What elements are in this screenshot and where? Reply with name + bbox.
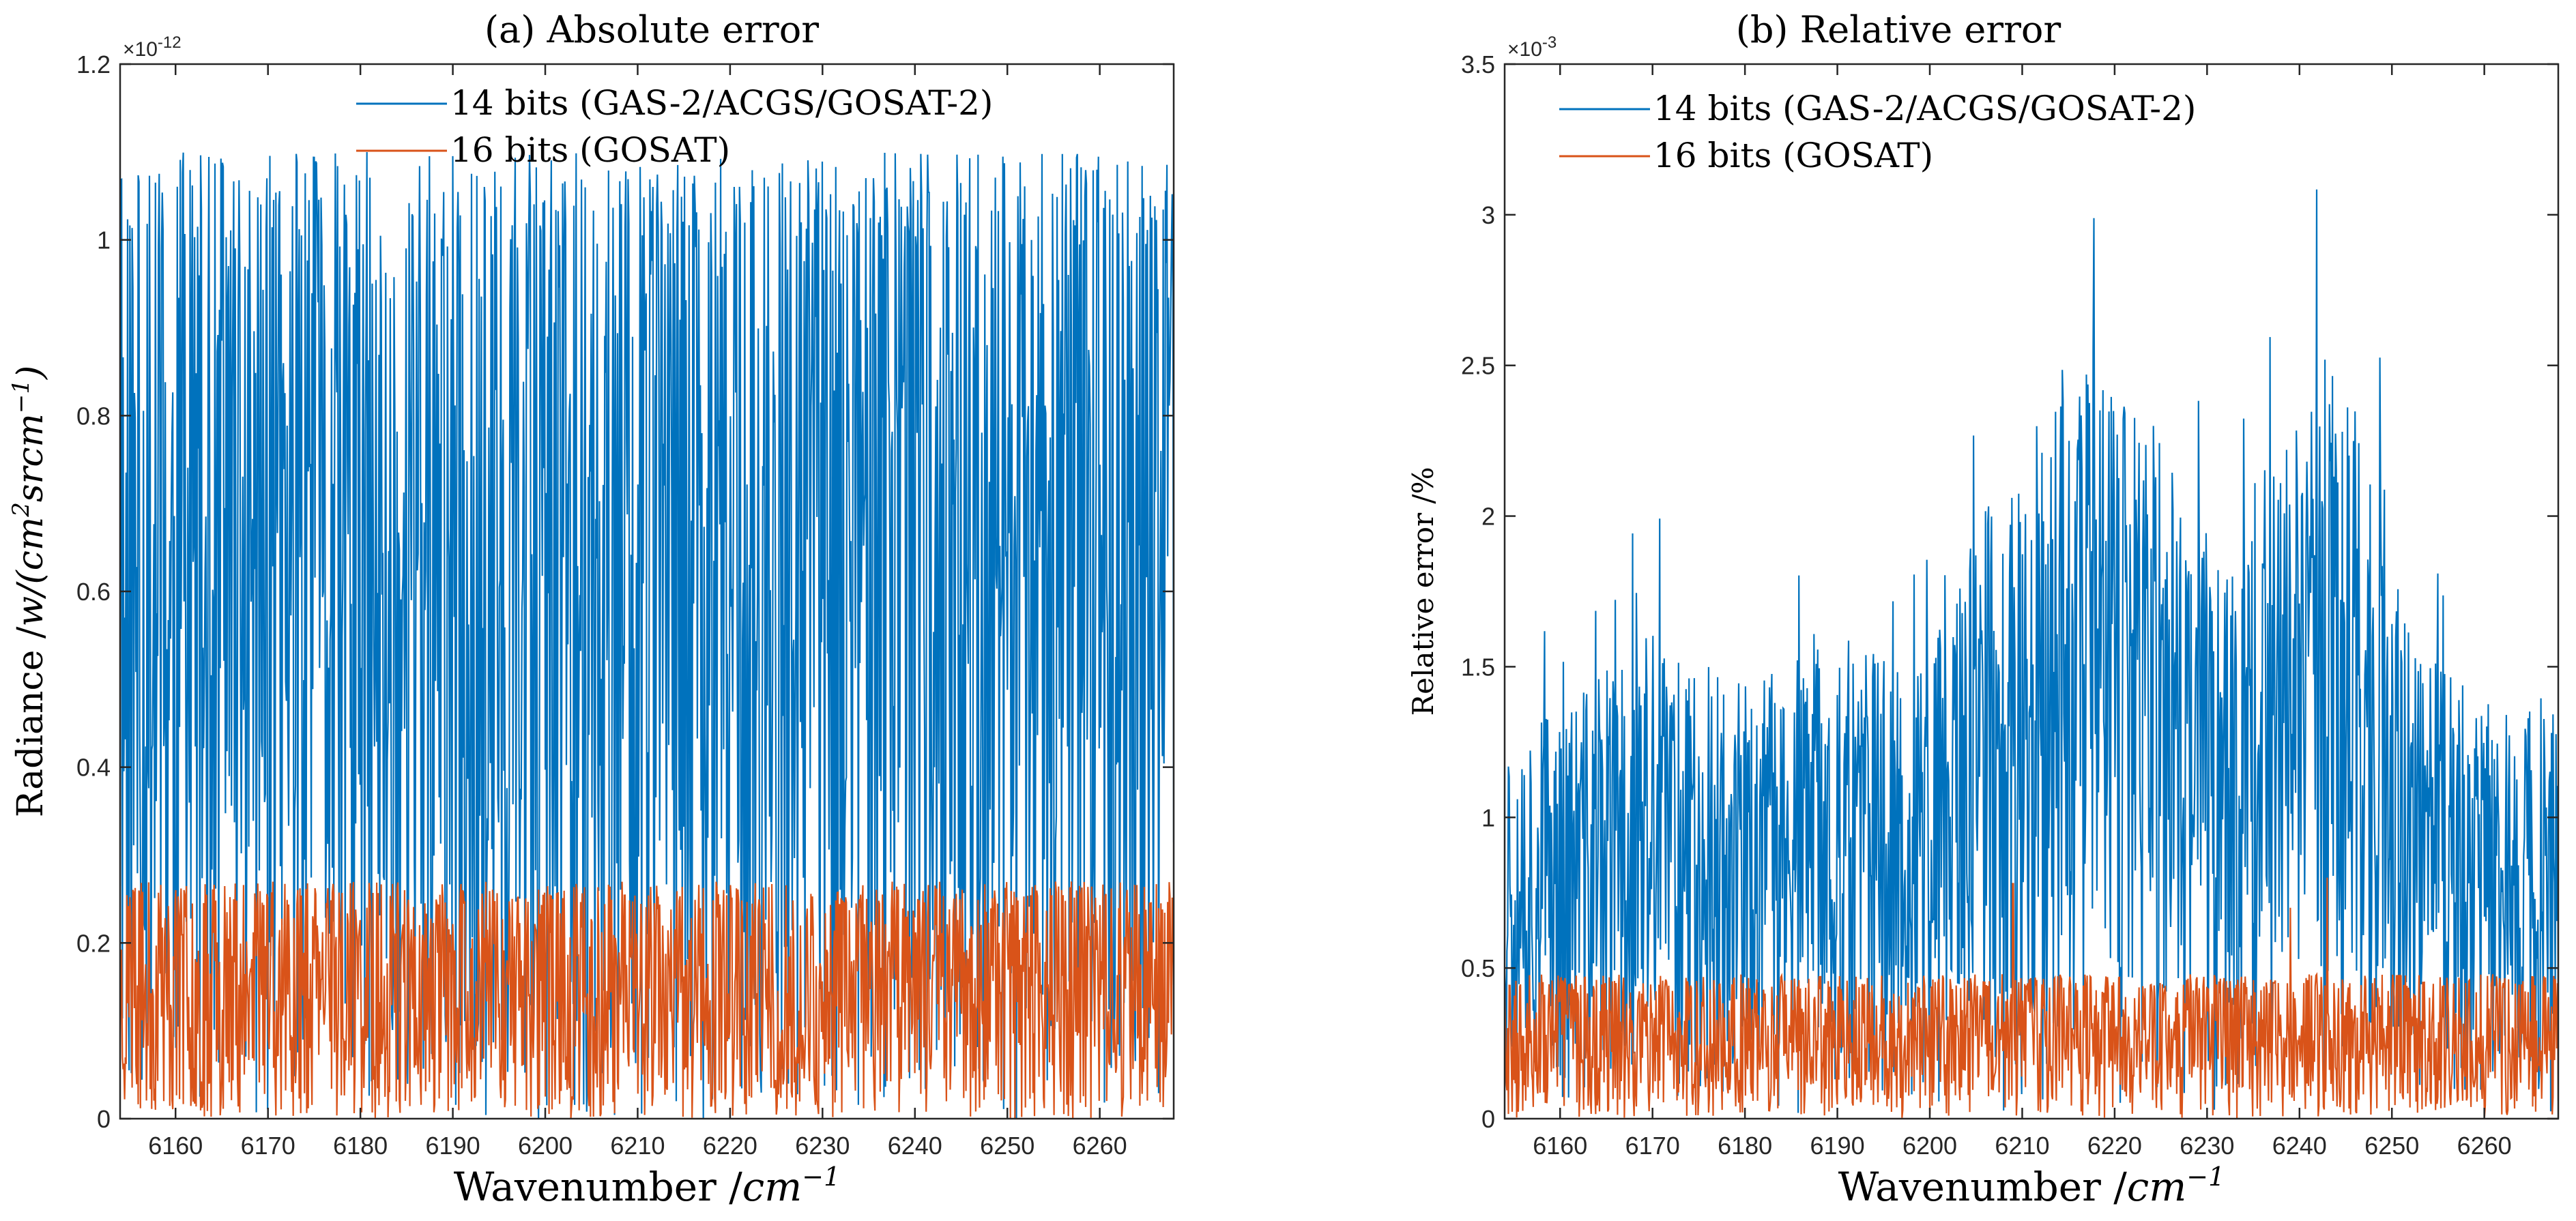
x-tick-label: 6180 — [1718, 1132, 1772, 1160]
panel-b-series-16bits-line — [1505, 877, 2558, 1119]
x-tick-label: 6230 — [795, 1132, 850, 1160]
x-tick-label: 6160 — [1533, 1132, 1587, 1160]
panel-b-y-label: Relative error /% — [1406, 467, 1440, 716]
x-tick-label: 6220 — [2087, 1132, 2142, 1160]
panel-a-legend: 14 bits (GAS-2/ACGS/GOSAT-2) 16 bits (GO… — [356, 83, 993, 170]
y-tick-label: 0.4 — [76, 754, 111, 782]
y-tick-label: 3.5 — [1461, 50, 1495, 78]
panel-b-legend: 14 bits (GAS-2/ACGS/GOSAT-2) 16 bits (GO… — [1559, 89, 2196, 175]
y-tick-label: 0 — [97, 1105, 111, 1133]
panel-b-title: (b) Relative error — [1736, 8, 2061, 51]
panel-a-x-label: Wavenumber /cm−1 — [454, 1162, 841, 1210]
x-tick-label: 6210 — [1995, 1132, 2049, 1160]
panel-a-title: (a) Absolute error — [484, 8, 819, 51]
panel-b-series-14bits-line — [1505, 189, 2558, 1113]
x-tick-label: 6240 — [888, 1132, 942, 1160]
y-tick-label: 0 — [1481, 1105, 1495, 1133]
x-tick-label: 6240 — [2272, 1132, 2327, 1160]
x-tick-label: 6160 — [148, 1132, 203, 1160]
x-tick-label: 6190 — [426, 1132, 480, 1160]
y-tick-label: 2.5 — [1461, 352, 1495, 380]
panel-a-legend-label-16bits: 16 bits (GOSAT) — [450, 130, 730, 170]
y-tick-label: 0.5 — [1461, 954, 1495, 982]
x-tick-label: 6200 — [518, 1132, 573, 1160]
panel-a-series-16bits-line — [120, 881, 1174, 1119]
y-tick-label: 1.5 — [1461, 653, 1495, 681]
panel-a-y-ticks: 0 0.2 0.4 0.6 0.8 1 1.2 — [76, 50, 1174, 1133]
panel-a-y-exponent: ×10-12 — [123, 33, 182, 61]
x-tick-label: 6190 — [1810, 1132, 1865, 1160]
x-tick-label: 6170 — [241, 1132, 295, 1160]
x-tick-label: 6170 — [1625, 1132, 1680, 1160]
panel-b: (b) Relative error 6160 6170 6180 6190 6200 6… — [1406, 8, 2560, 1210]
y-tick-label: 1.2 — [76, 50, 111, 78]
panel-b-axes-box — [1503, 63, 2560, 1120]
panel-b-legend-label-14bits: 14 bits (GAS-2/ACGS/GOSAT-2) — [1653, 89, 2196, 128]
x-tick-label: 6230 — [2180, 1132, 2234, 1160]
y-tick-label: 2 — [1481, 503, 1495, 531]
panel-a-x-ticks: 6160 6170 6180 6190 6200 6210 6220 6230 6240 6250… — [148, 64, 1127, 1160]
x-tick-label: 6220 — [703, 1132, 757, 1160]
panel-a-legend-label-14bits: 14 bits (GAS-2/ACGS/GOSAT-2) — [450, 83, 993, 123]
panel-a-y-label: Radiance /w/(cm2srcm−1) — [8, 366, 51, 818]
panel-b-y-ticks: 0 0.5 1 1.5 2 2.5 3 3.5 — [1461, 50, 2558, 1133]
y-tick-label: 1 — [1481, 804, 1495, 832]
panel-a: (a) Absolute error 6160 6170 6180 6190 6200 6… — [8, 8, 1175, 1210]
x-tick-label: 6200 — [1902, 1132, 1957, 1160]
x-tick-label: 6260 — [1073, 1132, 1127, 1160]
x-tick-label: 6180 — [333, 1132, 388, 1160]
y-tick-label: 3 — [1481, 201, 1495, 229]
y-tick-label: 0.2 — [76, 929, 111, 957]
panel-b-y-exponent: ×10-3 — [1507, 33, 1557, 61]
x-tick-label: 6260 — [2457, 1132, 2512, 1160]
y-tick-label: 0.6 — [76, 578, 111, 606]
x-tick-label: 6250 — [980, 1132, 1034, 1160]
panel-b-legend-label-16bits: 16 bits (GOSAT) — [1653, 136, 1933, 175]
x-tick-label: 6250 — [2364, 1132, 2419, 1160]
y-tick-label: 1 — [97, 226, 111, 254]
y-tick-label: 0.8 — [76, 402, 111, 430]
panel-b-x-label: Wavenumber /cm−1 — [1838, 1162, 2225, 1210]
x-tick-label: 6210 — [610, 1132, 665, 1160]
panel-b-x-ticks: 6160 6170 6180 6190 6200 6210 6220 6230 6240 6250… — [1533, 64, 2512, 1160]
